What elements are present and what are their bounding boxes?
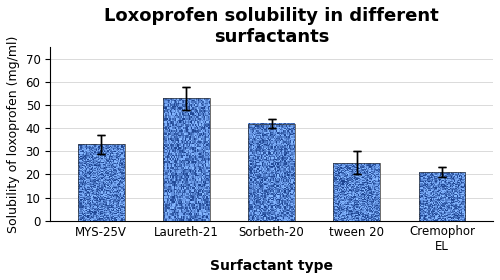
Bar [78, 144, 124, 221]
Bar [248, 123, 295, 221]
Bar [418, 172, 466, 221]
Bar [334, 163, 380, 221]
Y-axis label: Solubility of loxoprofen (mg/ml): Solubility of loxoprofen (mg/ml) [7, 35, 20, 233]
Bar [163, 98, 210, 221]
Title: Loxoprofen solubility in different
surfactants: Loxoprofen solubility in different surfa… [104, 7, 439, 46]
X-axis label: Surfactant type: Surfactant type [210, 259, 333, 273]
Bar [78, 144, 124, 221]
Bar [418, 172, 466, 221]
Bar [334, 163, 380, 221]
Bar [248, 123, 295, 221]
Bar [163, 98, 210, 221]
